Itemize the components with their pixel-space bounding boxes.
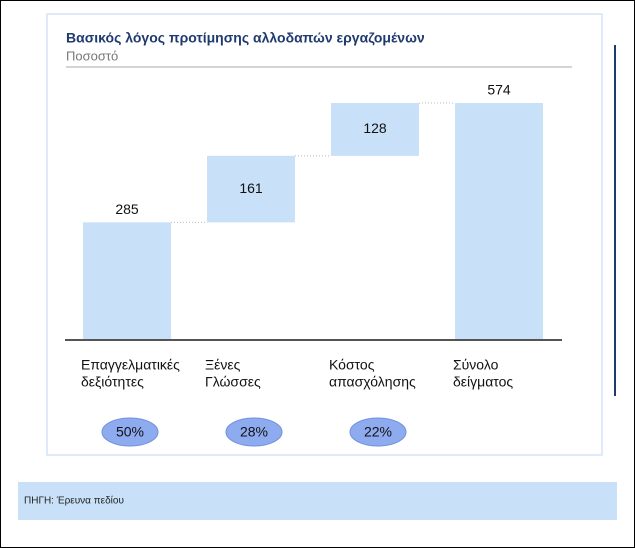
bar <box>331 103 419 156</box>
value-label: 574 <box>487 82 511 98</box>
bar <box>83 222 171 340</box>
source-band <box>18 482 617 520</box>
x-tick-label: Επαγγελματικές <box>81 357 180 373</box>
source: ΠΗΓΗ: Έρευνα πεδίου <box>24 495 124 507</box>
share-badge <box>101 417 159 447</box>
chart-subtitle: Ποσοστό <box>66 48 118 63</box>
x-tick-label: Σύνολο <box>453 357 499 373</box>
x-tick-label: δεξιότητες <box>81 374 144 390</box>
share-label: 50% <box>116 424 144 440</box>
share-label: 22% <box>364 424 392 440</box>
x-tick-label: Ξένες <box>205 357 241 373</box>
value-label: 128 <box>363 120 387 136</box>
value-label: 285 <box>115 201 139 217</box>
share-badge <box>225 417 283 447</box>
chart-title: Βασικός λόγος προτίμησης αλλοδαπών εργαζ… <box>66 30 425 46</box>
share-label: 28% <box>240 424 268 440</box>
share-badge <box>349 417 407 447</box>
value-label: 161 <box>239 180 263 196</box>
bar <box>207 155 295 223</box>
x-tick-label: Γλώσσες <box>205 374 261 390</box>
x-tick-label: δείγματος <box>453 374 513 390</box>
bar <box>455 103 543 340</box>
x-tick-label: Κόστος <box>329 357 375 373</box>
x-tick-label: απασχόλησης <box>329 374 416 390</box>
